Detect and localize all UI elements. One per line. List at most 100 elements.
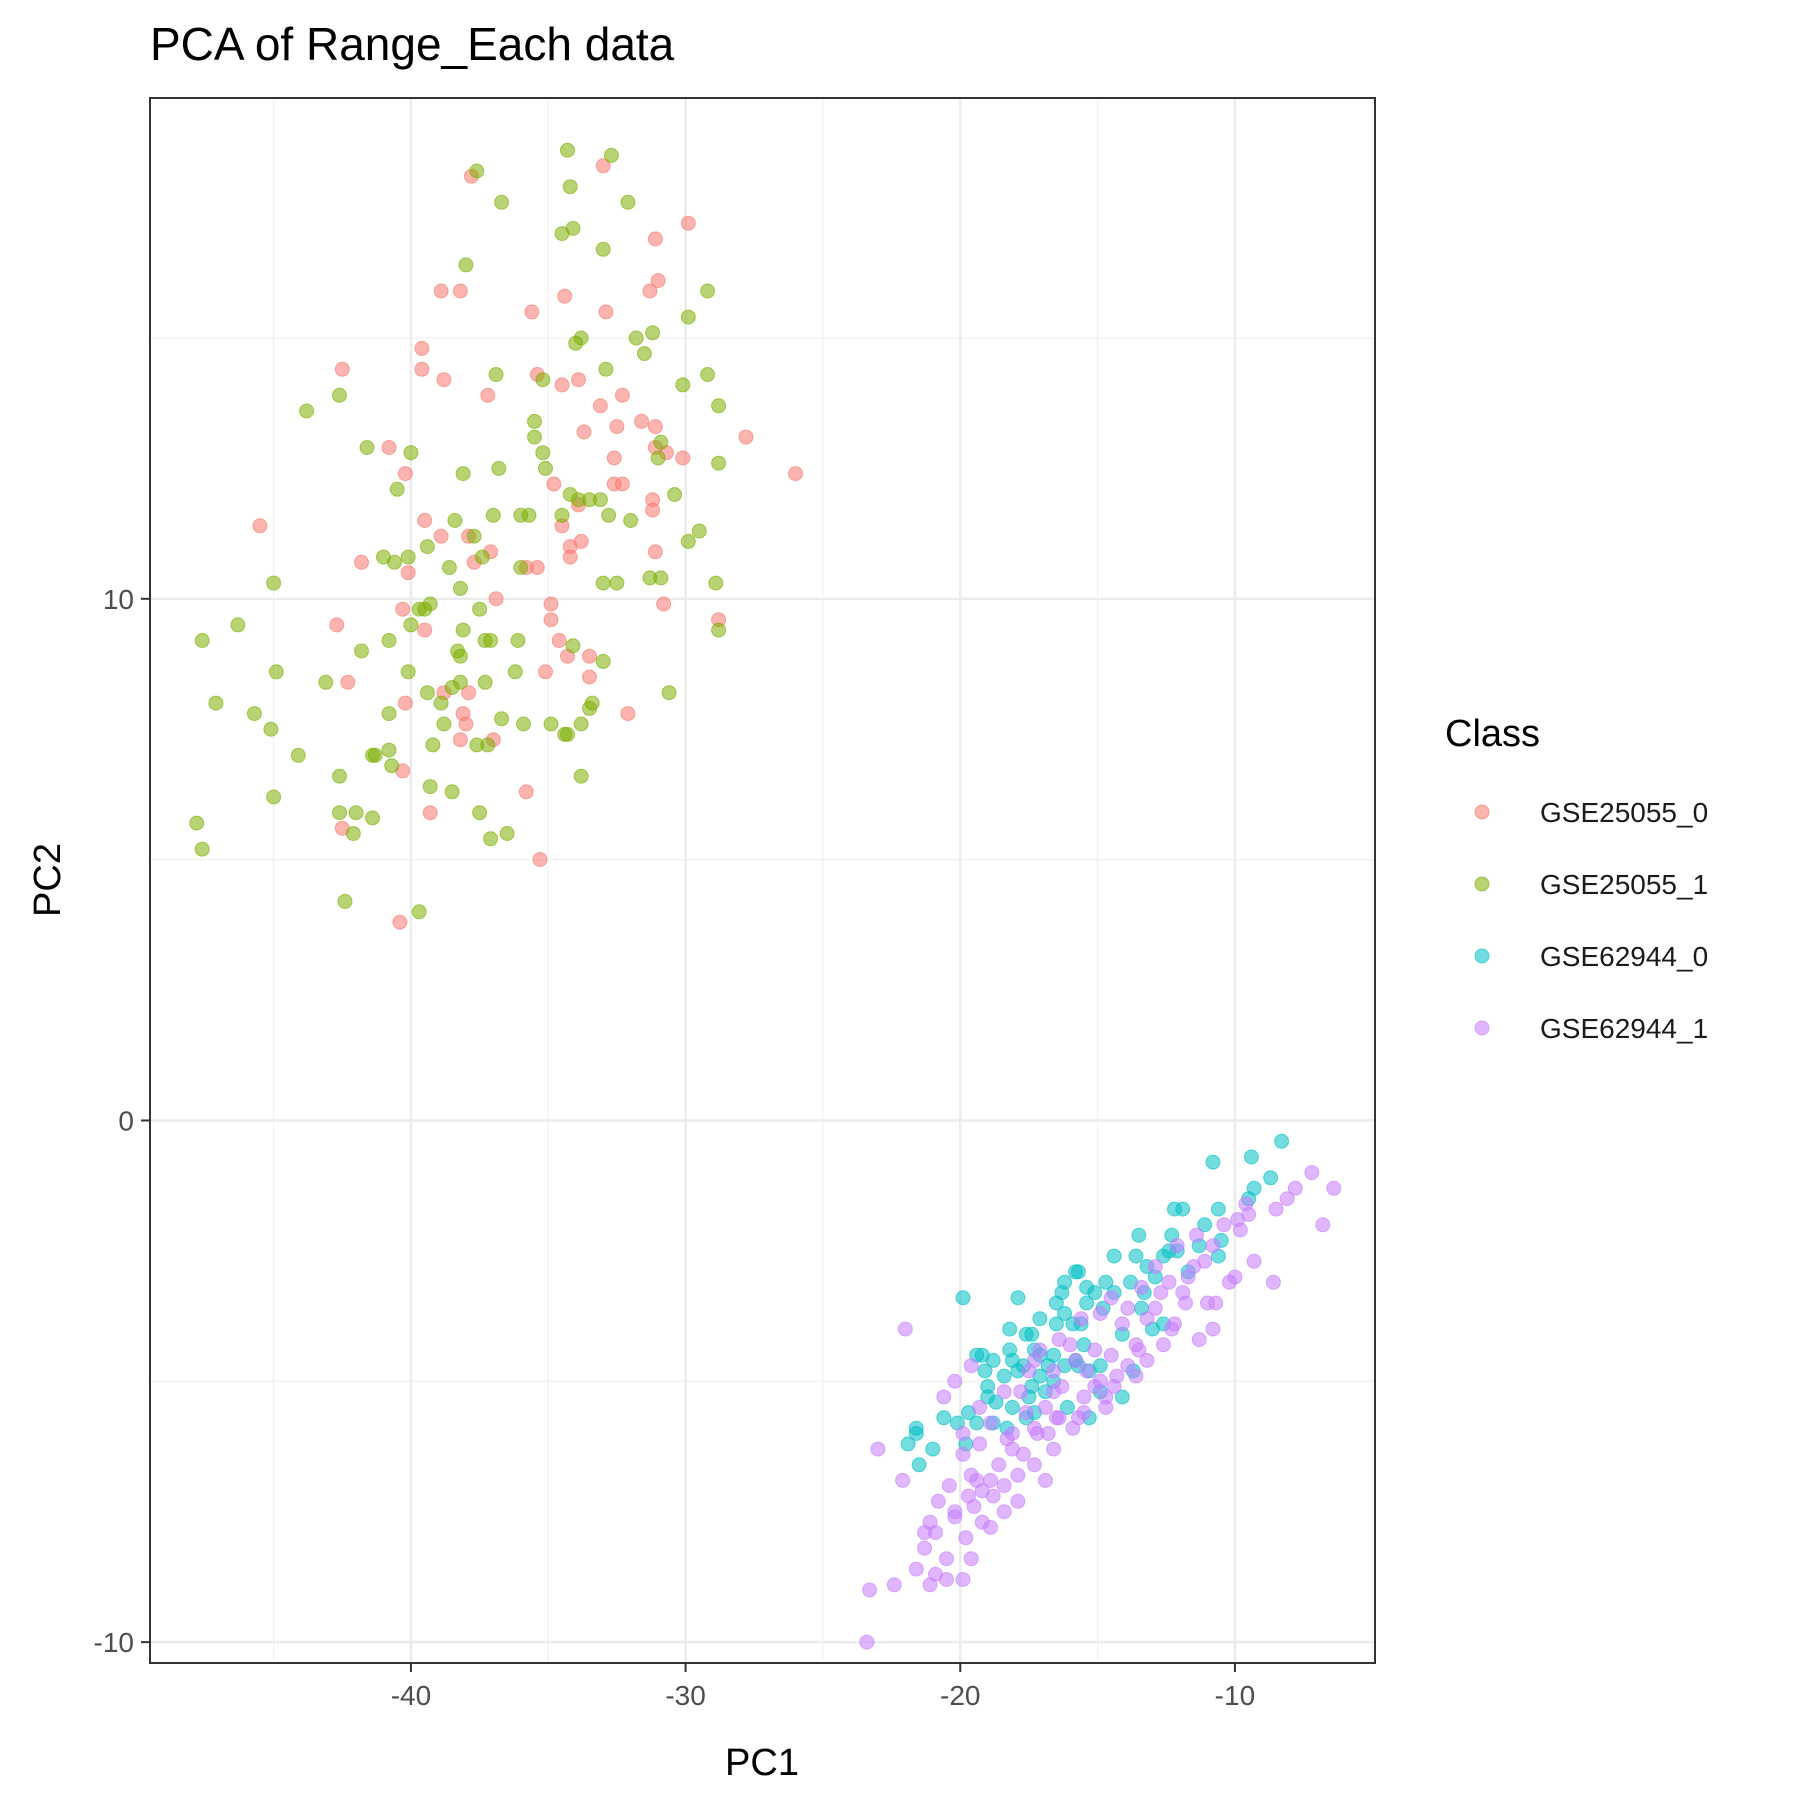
data-point bbox=[972, 1399, 987, 1415]
axis-ticks: -40 -30 -20 -10 -10 0 10 bbox=[94, 584, 1256, 1711]
data-point bbox=[1013, 1384, 1029, 1400]
data-point bbox=[928, 1525, 943, 1541]
data-point bbox=[381, 706, 397, 722]
data-point bbox=[941, 1478, 957, 1494]
data-point bbox=[711, 622, 727, 638]
data-point bbox=[480, 737, 496, 753]
data-point bbox=[543, 596, 559, 612]
data-point bbox=[329, 617, 345, 633]
data-point bbox=[1139, 1352, 1155, 1368]
data-point bbox=[592, 492, 608, 508]
data-point bbox=[1109, 1368, 1125, 1384]
data-point bbox=[444, 680, 460, 695]
data-point bbox=[252, 518, 268, 534]
data-point bbox=[985, 1488, 1001, 1504]
y-tick-label: 0 bbox=[118, 1105, 134, 1136]
x-tick-label: -10 bbox=[1215, 1680, 1255, 1711]
data-point bbox=[568, 335, 584, 351]
data-point bbox=[1243, 1149, 1259, 1165]
data-point bbox=[1205, 1154, 1221, 1170]
data-point bbox=[488, 591, 504, 607]
data-point bbox=[969, 1415, 985, 1431]
data-point bbox=[1046, 1363, 1062, 1379]
data-point bbox=[1079, 1363, 1095, 1379]
legend-label: GSE25055_0 bbox=[1540, 797, 1708, 828]
data-point bbox=[1092, 1306, 1108, 1321]
data-point bbox=[1057, 1306, 1073, 1321]
data-point bbox=[452, 732, 468, 748]
data-point bbox=[1232, 1222, 1248, 1238]
data-point bbox=[488, 367, 504, 382]
data-point bbox=[387, 554, 402, 570]
data-point bbox=[1065, 1420, 1081, 1436]
data-point bbox=[444, 784, 460, 800]
data-point bbox=[419, 685, 435, 701]
data-point bbox=[1092, 1358, 1108, 1374]
data-point bbox=[417, 601, 433, 617]
data-point bbox=[592, 398, 608, 414]
data-point bbox=[653, 570, 669, 586]
data-point bbox=[955, 1446, 971, 1462]
data-point bbox=[507, 664, 523, 680]
data-point bbox=[397, 466, 413, 482]
data-point bbox=[1021, 1363, 1037, 1379]
data-point bbox=[917, 1540, 933, 1556]
data-point bbox=[348, 805, 364, 821]
data-point bbox=[513, 560, 529, 575]
data-point bbox=[436, 716, 452, 732]
data-point bbox=[1079, 1295, 1095, 1311]
data-point bbox=[1156, 1337, 1171, 1353]
data-point bbox=[620, 706, 636, 722]
data-point bbox=[620, 194, 636, 210]
data-point bbox=[628, 330, 644, 346]
data-point bbox=[1106, 1248, 1122, 1264]
data-point bbox=[911, 1457, 927, 1473]
data-point bbox=[554, 377, 570, 393]
data-point bbox=[543, 716, 559, 732]
data-point bbox=[936, 1389, 952, 1405]
data-point bbox=[870, 1441, 886, 1457]
data-point bbox=[961, 1488, 976, 1504]
data-point bbox=[1263, 1170, 1279, 1186]
data-point bbox=[381, 440, 397, 455]
y-tick-label: 10 bbox=[103, 584, 134, 615]
data-point bbox=[1147, 1300, 1163, 1316]
data-point bbox=[466, 528, 482, 544]
data-point bbox=[299, 403, 315, 419]
data-point bbox=[1018, 1405, 1034, 1421]
data-point bbox=[414, 340, 430, 356]
data-point bbox=[411, 904, 427, 920]
data-point bbox=[977, 1363, 993, 1379]
data-point bbox=[392, 914, 408, 930]
data-point bbox=[562, 549, 578, 565]
data-point bbox=[365, 810, 380, 826]
data-point bbox=[650, 273, 666, 289]
data-point bbox=[1246, 1253, 1262, 1269]
data-point bbox=[422, 805, 438, 821]
data-point bbox=[980, 1389, 996, 1405]
data-point bbox=[1004, 1399, 1020, 1415]
data-point bbox=[675, 450, 691, 466]
data-point bbox=[595, 241, 611, 257]
data-point bbox=[527, 429, 542, 445]
data-point bbox=[573, 768, 589, 784]
data-point bbox=[557, 288, 573, 304]
data-point bbox=[1189, 1227, 1204, 1243]
data-point bbox=[1134, 1279, 1149, 1295]
data-point bbox=[1153, 1285, 1169, 1301]
data-point bbox=[433, 528, 449, 544]
data-point bbox=[859, 1634, 875, 1650]
data-point bbox=[1287, 1180, 1303, 1196]
data-point bbox=[1062, 1337, 1078, 1353]
data-point bbox=[384, 758, 400, 774]
data-point bbox=[403, 617, 419, 633]
data-point bbox=[991, 1457, 1007, 1473]
data-point bbox=[518, 784, 534, 800]
data-point bbox=[1068, 1352, 1084, 1368]
data-point bbox=[925, 1441, 941, 1457]
data-point bbox=[1131, 1227, 1147, 1243]
data-point bbox=[1004, 1426, 1020, 1441]
data-point bbox=[1026, 1457, 1042, 1473]
data-point bbox=[595, 653, 611, 669]
data-point bbox=[955, 1426, 971, 1441]
